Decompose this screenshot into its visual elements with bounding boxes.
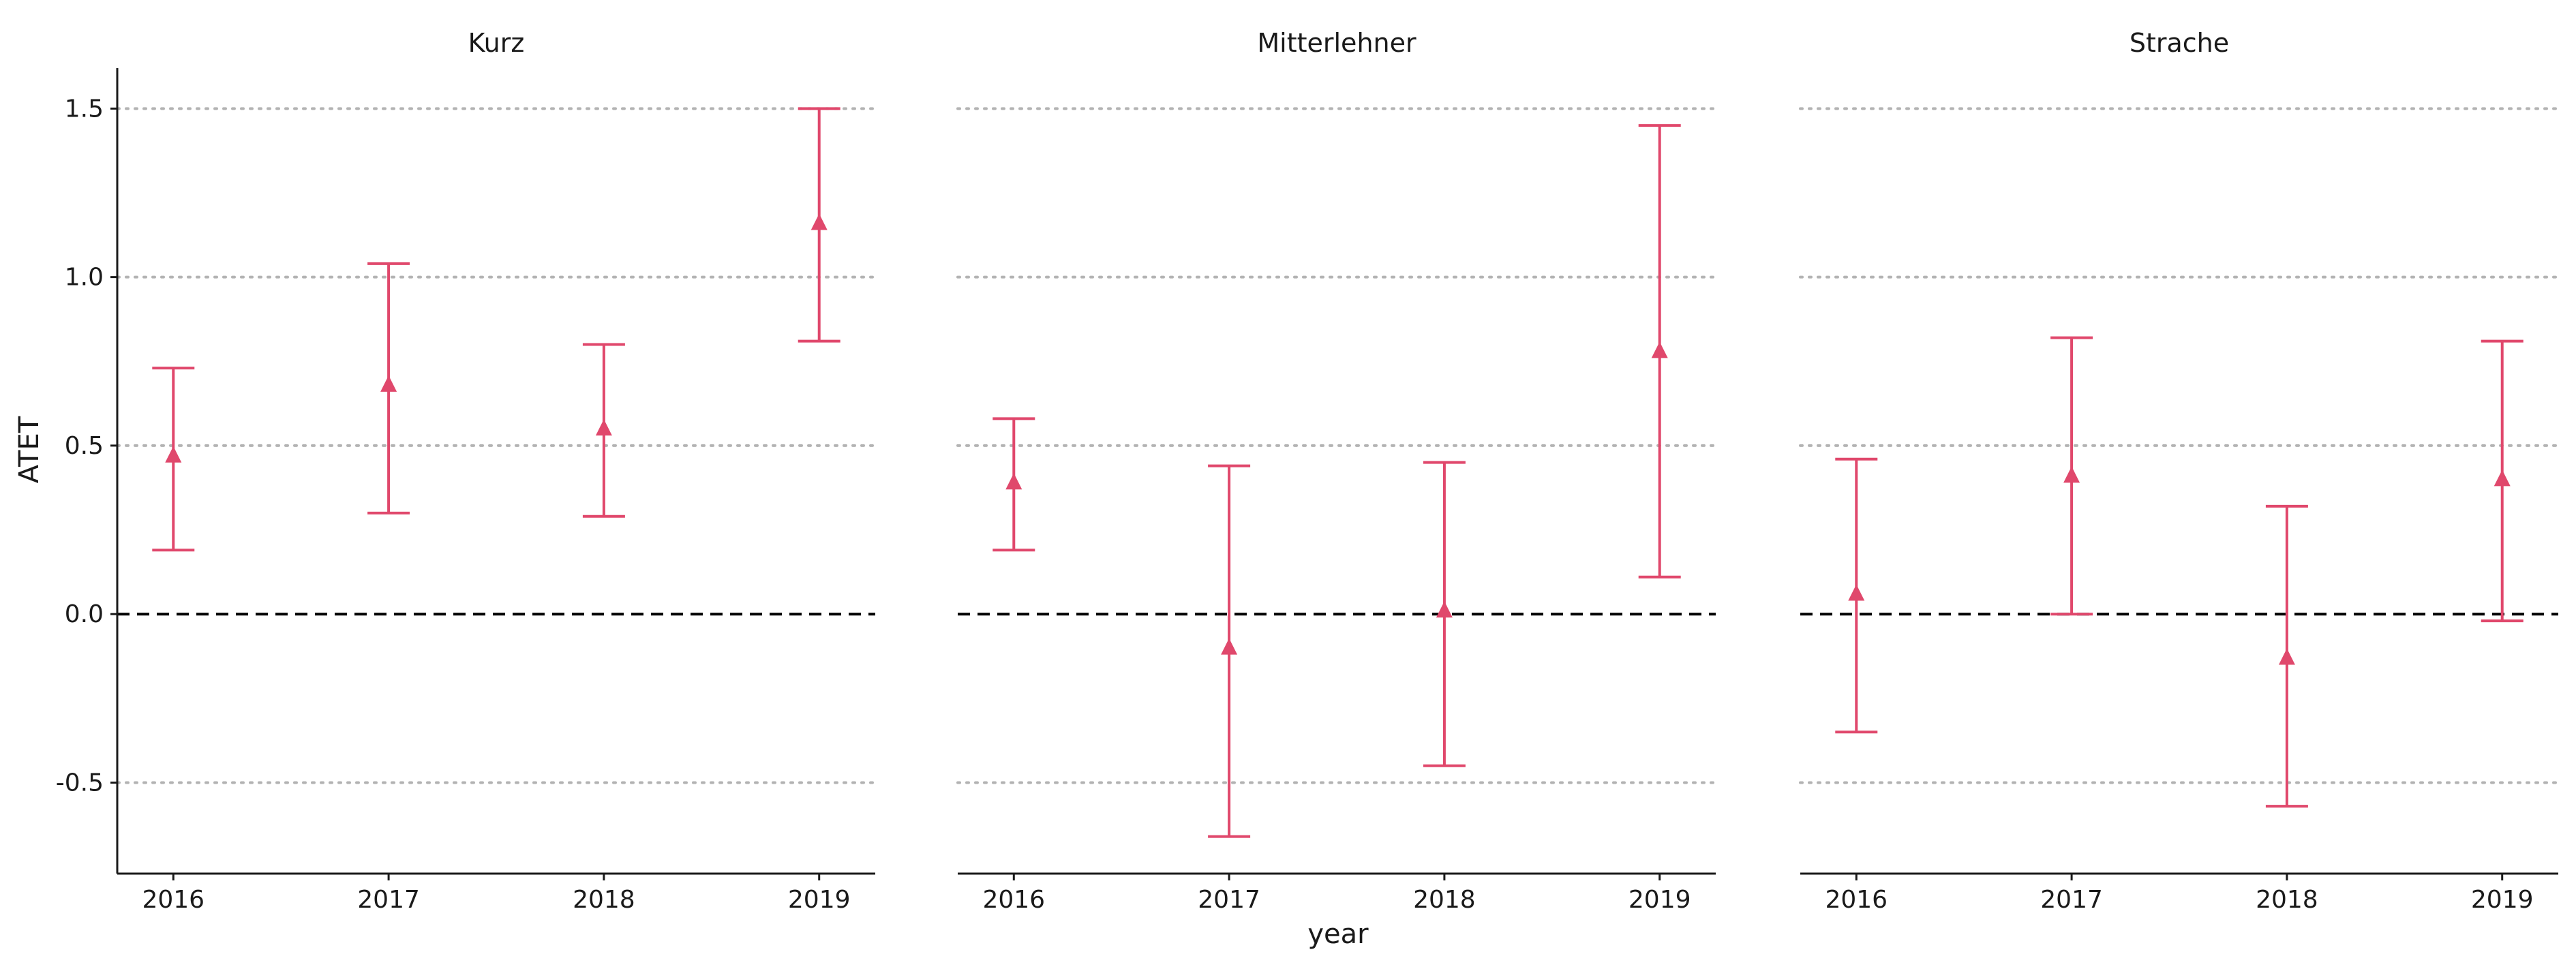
errorbar-2017	[2050, 336, 2093, 616]
x-tick-label: 2017	[2040, 886, 2103, 914]
point-estimate-marker	[1848, 584, 1865, 601]
y-tick-label: -0.5	[56, 769, 104, 797]
errorbar-2018	[1423, 461, 1466, 767]
errorbar-2016	[992, 417, 1035, 552]
errorbar-2018	[582, 343, 625, 518]
point-estimate-marker	[2494, 470, 2511, 487]
facets-layer: Kurz 2016 2017 2018 2019 Mitterlehner 2016 2017…	[116, 28, 2560, 914]
x-tick-label: 2017	[357, 886, 420, 914]
point-estimate-marker	[380, 375, 397, 392]
y-tick-label: 1.5	[65, 95, 104, 123]
facet-title: Kurz	[468, 28, 525, 58]
x-axis-title: year	[1307, 919, 1369, 950]
point-estimate-marker	[595, 419, 612, 436]
errorbar-2019	[2481, 339, 2524, 623]
point-estimate-marker	[1651, 341, 1668, 358]
y-tick-label: 1.0	[65, 264, 104, 292]
point-estimate-marker	[1221, 638, 1238, 655]
facet-panel-kurz: Kurz 2016 2017 2018 2019	[116, 28, 877, 914]
errorbar-2019	[798, 107, 840, 343]
x-tick-label: 2019	[2471, 886, 2534, 914]
x-tick-label: 2016	[982, 886, 1045, 914]
facet-title: Strache	[2130, 28, 2229, 58]
errorbar-2017	[1208, 464, 1251, 838]
x-tick-label: 2019	[1628, 886, 1691, 914]
y-tick-label: 0.5	[65, 432, 104, 460]
errorbar-2016	[1835, 457, 1878, 734]
x-tick-label: 2017	[1198, 886, 1260, 914]
errorbar-2016	[152, 367, 195, 552]
y-axis-title: ATET	[14, 416, 45, 483]
x-tick-label: 2016	[142, 886, 204, 914]
point-estimate-marker	[2278, 648, 2295, 665]
facet-panel-strache: Strache 2016 2017 2018 2019	[1799, 28, 2560, 914]
y-axis: -0.5 0.0 0.5 1.0 1.5	[56, 68, 119, 874]
point-estimate-marker	[1436, 601, 1453, 618]
point-estimate-marker	[165, 446, 182, 463]
point-estimate-marker	[1005, 473, 1022, 490]
errorbar-2018	[2265, 504, 2308, 808]
x-tick-label: 2018	[573, 886, 635, 914]
facet-panel-mitterlehner: Mitterlehner 2016 2017 2018 2019	[956, 28, 1717, 914]
x-tick-label: 2018	[2256, 886, 2318, 914]
y-tick-label: 0.0	[65, 600, 104, 628]
point-estimate-marker	[810, 213, 828, 230]
x-tick-label: 2018	[1413, 886, 1476, 914]
facet-title: Mitterlehner	[1257, 28, 1416, 58]
errorbar-2019	[1638, 124, 1681, 579]
errorbar-2017	[367, 262, 410, 514]
point-estimate-marker	[2063, 466, 2080, 483]
x-tick-label: 2019	[788, 886, 851, 914]
x-tick-label: 2016	[1825, 886, 1888, 914]
